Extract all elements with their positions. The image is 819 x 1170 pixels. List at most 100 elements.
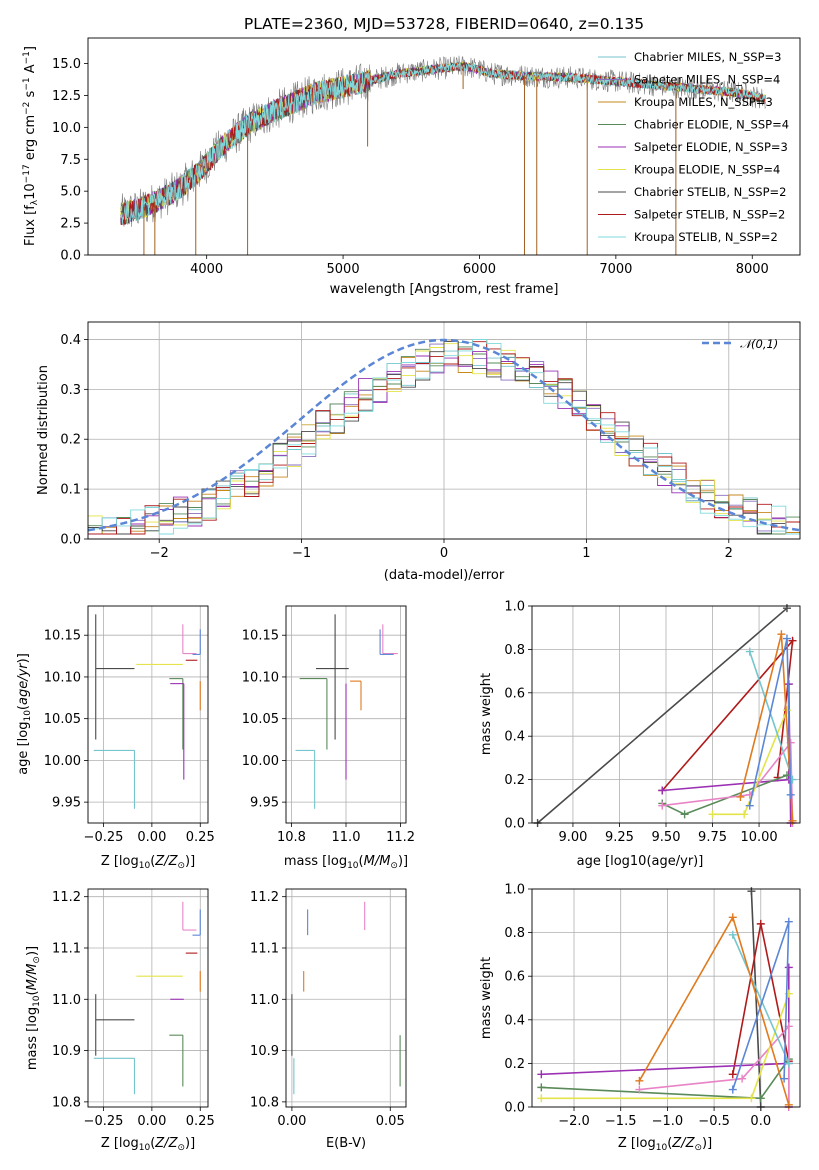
weight-marker [745, 647, 754, 656]
weight-marker [680, 810, 689, 819]
y-tick-label: 11.1 [52, 941, 81, 956]
weight-marker [738, 1074, 747, 1083]
mass-vs-ebv-panel: 0.00 0.05 10.8 10.9 11.0 11.1 11.2 [250, 888, 407, 1129]
x-tick-label: 0.0 [750, 1114, 771, 1129]
legend-label: Chabrier ELODIE, N_SSP=4 [634, 118, 789, 132]
x-tick-label: 0.00 [137, 830, 166, 845]
axes-frame [285, 605, 407, 824]
x-tick-label: −0.25 [84, 1114, 124, 1129]
y-tick-label: 10.8 [250, 1095, 279, 1110]
weight-marker [635, 1085, 644, 1094]
x-tick-label: 11.0 [332, 830, 361, 845]
y-tick-label: 10.00 [242, 754, 279, 769]
weight-marker [728, 913, 737, 922]
y-tick-label: 0.2 [60, 433, 81, 448]
weight-Z-xlabel: Z [log10(Z/Z⊙)] [618, 1136, 712, 1153]
axes-frame [87, 321, 801, 540]
spectrum-xlabel: wavelength [Angstrom, rest frame] [330, 282, 559, 297]
y-tick-label: 0.0 [60, 533, 81, 548]
y-tick-label: 0.6 [504, 970, 525, 985]
residuals-panel: −2 −1 0 1 2 0.0 0.1 0.2 0.3 0.4 [60, 321, 801, 561]
weight-age-ylabel: mass weight [479, 673, 494, 755]
y-tick-label: 10.10 [242, 670, 279, 685]
normal-legend-label: 𝒩(0,1) [740, 337, 778, 351]
weight-marker [747, 1094, 756, 1103]
weight-track [748, 651, 794, 780]
y-tick-label: 11.0 [250, 993, 279, 1008]
y-tick-label: 9.95 [250, 796, 279, 811]
weight-track [661, 638, 794, 792]
weight-marker [537, 1094, 546, 1103]
weight-track [732, 934, 790, 1064]
legend-label: Salpeter MILES, N_SSP=4 [634, 73, 780, 87]
weight-marker [745, 801, 754, 810]
weight-vs-Z-panel: −2.0 −1.5 −1.0 −0.5 0.0 0.0 0.2 0.4 0.6 0.8 1.0 [504, 883, 801, 1129]
age-mass-xlabel: mass [log10(M/M⊙)] [284, 854, 408, 871]
y-tick-label: 10.10 [44, 670, 81, 685]
spectrum-panel: 4000 5000 6000 7000 8000 0.0 2.5 5.0 7.5 10.0 12.5… [52, 37, 801, 277]
x-tick-label: −0.5 [698, 1114, 730, 1129]
residual-histogram [88, 339, 800, 535]
y-tick-label: 2.5 [60, 217, 81, 232]
y-tick-label: 0.2 [504, 1057, 525, 1072]
weight-track [750, 891, 762, 1108]
y-tick-label: 0.0 [60, 249, 81, 264]
mass-Z-ylabel: mass [log10(M/M⊙)] [25, 946, 42, 1070]
y-tick-label: 0.8 [504, 926, 525, 941]
x-tick-label: 10.00 [740, 830, 777, 845]
x-tick-label: −2.0 [558, 1114, 590, 1129]
x-tick-label: 2 [725, 546, 733, 561]
weight-marker [736, 792, 745, 801]
legend-label: Salpeter STELIB, N_SSP=2 [634, 208, 785, 222]
y-tick-label: 9.95 [52, 796, 81, 811]
weight-marker [658, 801, 667, 810]
x-tick-label: 0.00 [137, 1114, 166, 1129]
y-tick-label: 12.5 [52, 89, 81, 104]
weight-marker [658, 786, 667, 795]
weight-Z-ylabel: mass weight [479, 957, 494, 1039]
weight-marker [782, 604, 791, 613]
residuals-ylabel: Normed distribution [36, 365, 51, 495]
x-tick-label: 4000 [190, 262, 223, 277]
weight-marker [756, 1094, 765, 1103]
age-Z-xlabel: Z [log10(Z/Z⊙)] [101, 854, 195, 871]
y-tick-label: 5.0 [60, 185, 81, 200]
x-tick-label: 10.8 [277, 830, 306, 845]
y-tick-label: 15.0 [52, 57, 81, 72]
axes-frame [531, 888, 801, 1108]
y-tick-label: 0.1 [60, 483, 81, 498]
weight-marker [777, 630, 786, 639]
age-Z-ylabel: age [log10(age/yr)] [16, 653, 33, 775]
y-tick-label: 10.15 [242, 629, 279, 644]
weight-track [541, 993, 790, 1100]
y-tick-label: 0.8 [504, 643, 525, 658]
weight-marker [784, 917, 793, 926]
weight-marker [784, 963, 793, 972]
y-tick-label: 11.2 [250, 890, 279, 905]
weight-marker [728, 1070, 737, 1079]
legend-label: Salpeter ELODIE, N_SSP=3 [634, 140, 788, 154]
x-tick-label: 0.25 [186, 1114, 215, 1129]
weight-marker [780, 1074, 789, 1083]
x-tick-label: 11.2 [386, 830, 415, 845]
x-tick-label: 0.00 [277, 1114, 306, 1129]
axes-frame [531, 605, 801, 824]
x-tick-label: −1.5 [605, 1114, 637, 1129]
x-tick-label: 9.50 [652, 830, 681, 845]
normal-curve [87, 338, 801, 532]
y-tick-label: 11.0 [52, 993, 81, 1008]
y-tick-label: 0.3 [60, 383, 81, 398]
x-tick-label: 8000 [736, 262, 769, 277]
y-tick-label: 10.8 [52, 1095, 81, 1110]
x-tick-label: −1 [292, 546, 311, 561]
age-vs-Z-panel: −0.25 0.00 0.25 9.95 10.00 10.05 10.10 10.15 [44, 605, 215, 845]
x-tick-label: 5000 [327, 262, 360, 277]
x-tick-label: 0 [440, 546, 448, 561]
weight-marker [784, 1059, 793, 1068]
weight-track [662, 740, 794, 824]
weight-marker [782, 634, 791, 643]
weight-marker [635, 1076, 644, 1085]
x-tick-label: −0.25 [84, 830, 124, 845]
ebv-xlabel: E(B-V) [326, 1136, 366, 1151]
